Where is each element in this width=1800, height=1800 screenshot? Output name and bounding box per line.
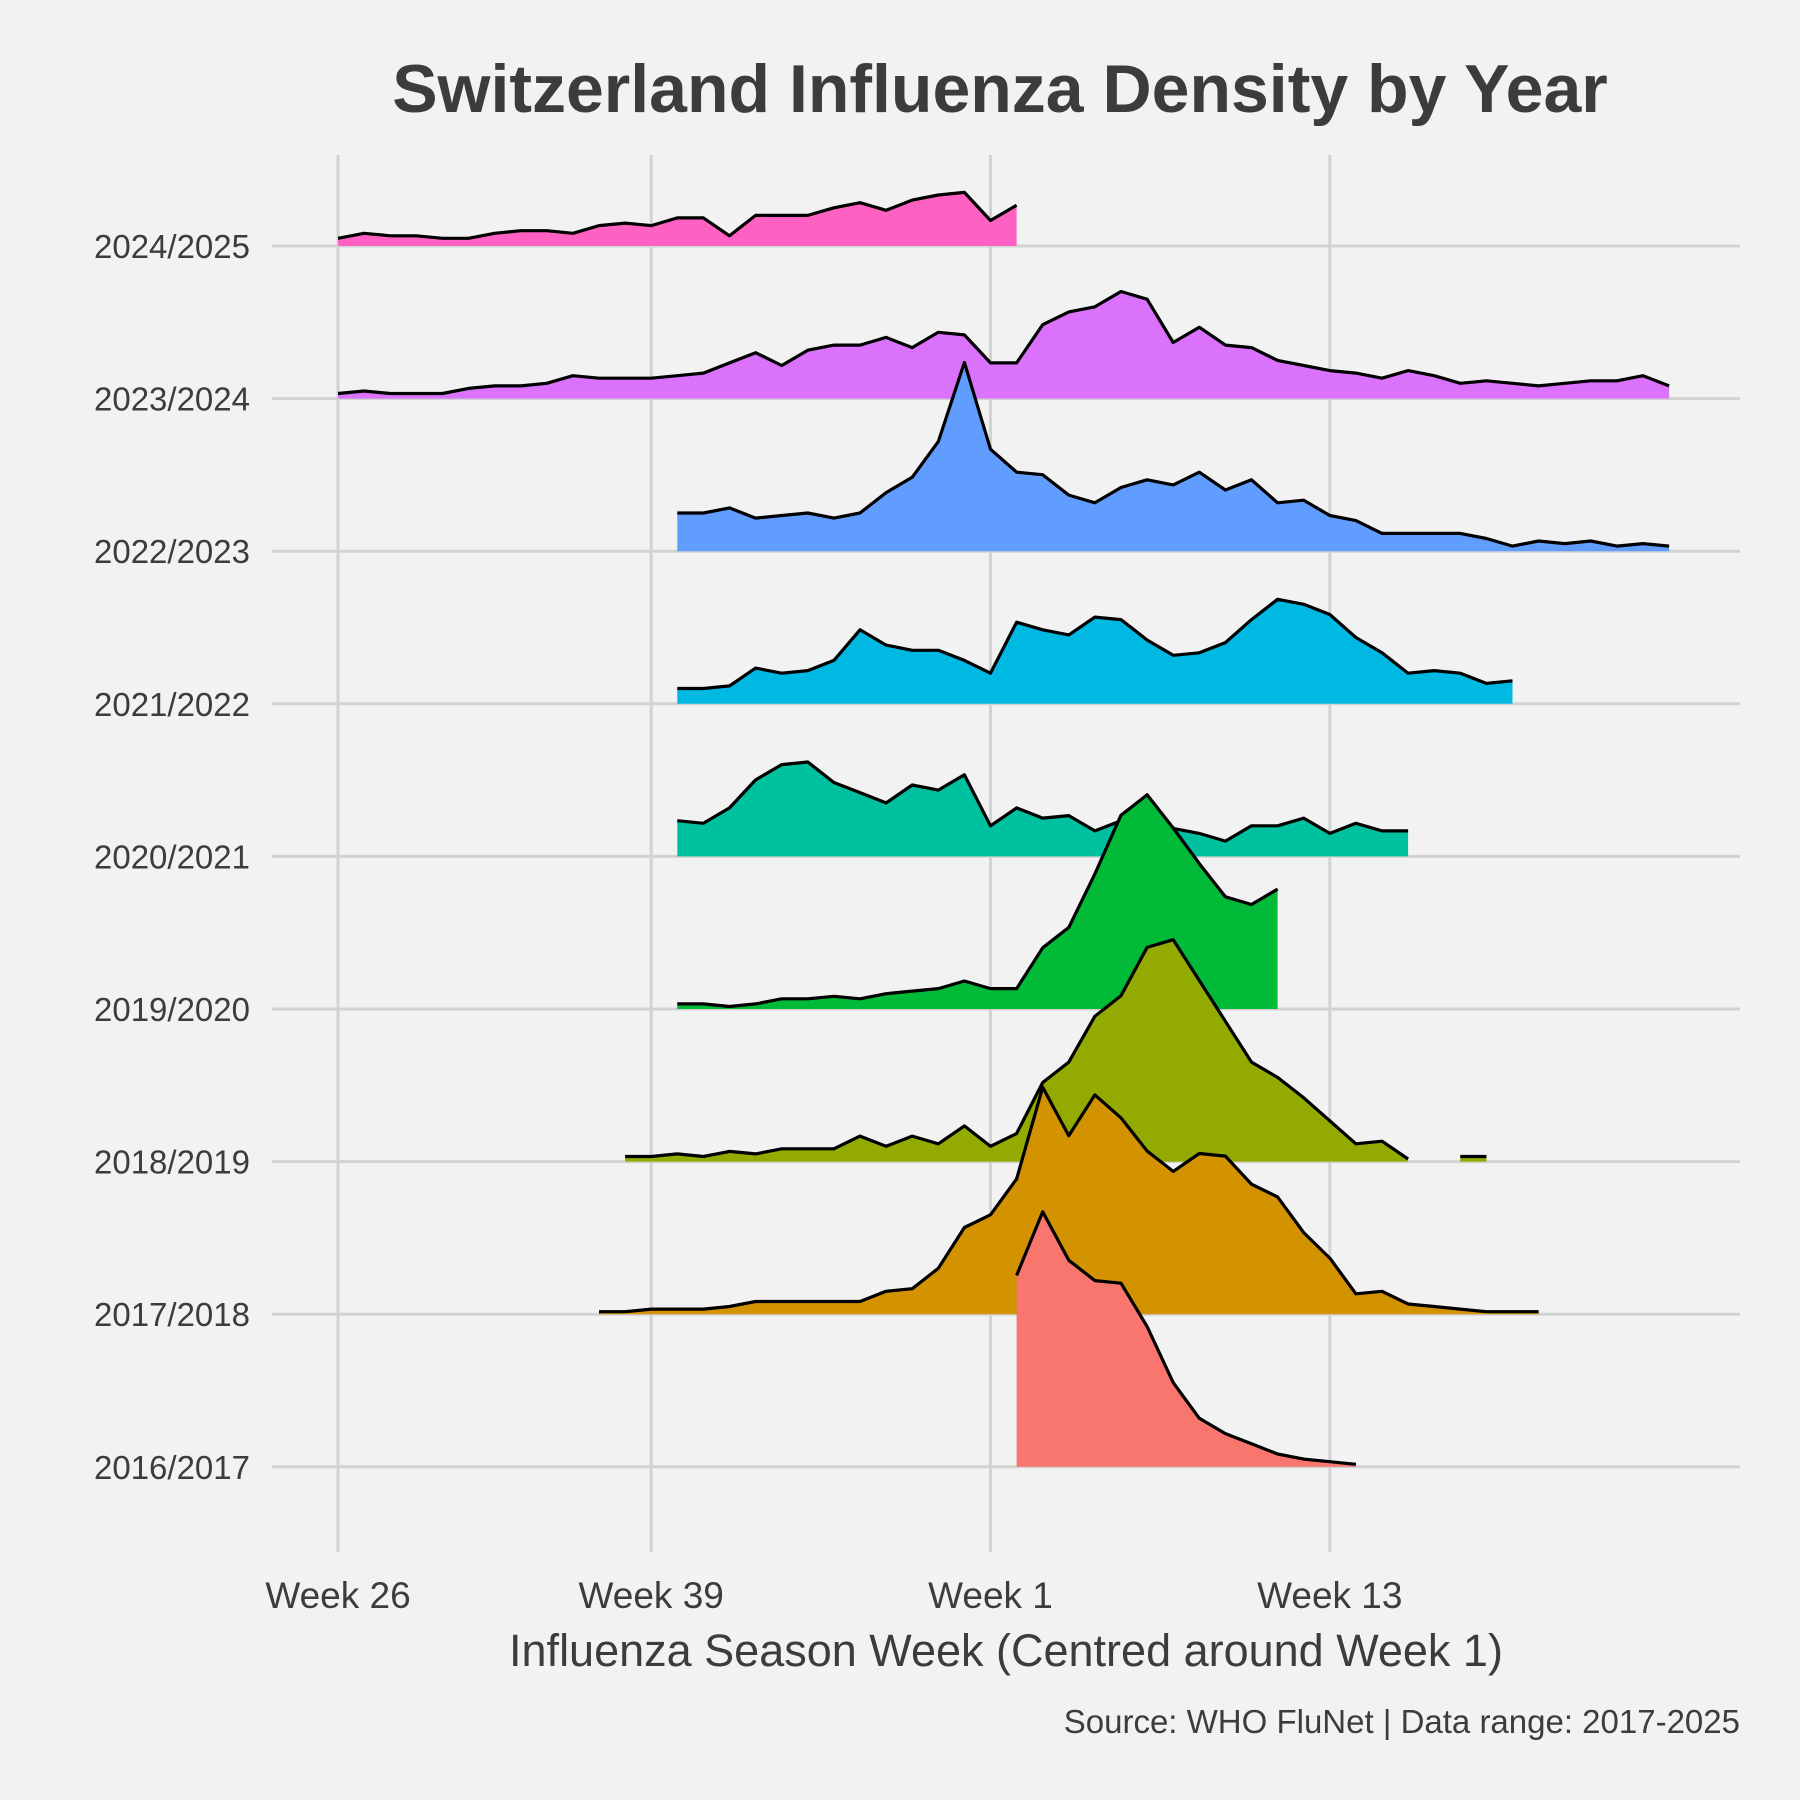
ridge-line xyxy=(625,938,1410,1161)
ridge-line xyxy=(677,597,1513,691)
chart-caption: Source: WHO FluNet | Data range: 2017-20… xyxy=(1064,1703,1740,1740)
x-tick-label: Week 39 xyxy=(579,1575,724,1616)
ridge-area xyxy=(599,1087,1539,1315)
x-axis-ticks: Week 26 Week 39 Week 1 Week 13 xyxy=(265,1575,1402,1616)
y-axis-labels: 2016/2017 2017/2018 2018/2019 2019/2020 2020… xyxy=(94,228,250,1486)
x-tick-label: Week 26 xyxy=(265,1575,410,1616)
ridge-2021-2022 xyxy=(677,597,1513,704)
y-label-2017-2018: 2017/2018 xyxy=(94,1296,250,1333)
y-label-2018-2019: 2018/2019 xyxy=(94,1144,250,1181)
x-tick-label: Week 1 xyxy=(928,1575,1053,1616)
ridge-2022-2023 xyxy=(677,360,1670,552)
ridge-2020-2021 xyxy=(677,760,1409,857)
ridge-line xyxy=(677,360,1670,548)
ridge-area xyxy=(677,362,1670,552)
ridge-area xyxy=(677,599,1513,704)
ridge-2019-2020 xyxy=(677,793,1279,1009)
y-label-2022-2023: 2022/2023 xyxy=(94,533,250,570)
ridge-2024-2025 xyxy=(337,190,1018,246)
ridge-area xyxy=(677,762,1409,857)
ridge-line xyxy=(1015,1210,1357,1466)
ridge-line xyxy=(677,760,1409,843)
y-label-2020-2021: 2020/2021 xyxy=(94,838,250,875)
x-axis-label: Influenza Season Week (Centred around We… xyxy=(509,1625,1503,1676)
chart-title: Switzerland Influenza Density by Year xyxy=(392,51,1608,127)
y-label-2019-2020: 2019/2020 xyxy=(94,991,250,1028)
ridge-2016-2017 xyxy=(1015,1210,1357,1467)
ridge-area xyxy=(677,794,1278,1009)
ridge-2023-2024 xyxy=(337,289,1670,399)
ridges xyxy=(337,190,1670,1467)
ridge-line xyxy=(677,793,1279,1009)
ridge-2018-2019 xyxy=(625,938,1487,1162)
ridge-line xyxy=(337,289,1670,396)
ridge-2017-2018 xyxy=(599,1085,1539,1315)
x-tick-label: Week 13 xyxy=(1257,1575,1402,1616)
ridge-area xyxy=(625,939,1409,1162)
ridge-line xyxy=(337,190,1018,240)
y-label-2023-2024: 2023/2024 xyxy=(94,381,250,418)
ridge-area xyxy=(1016,1211,1356,1467)
ridge-line xyxy=(599,1085,1539,1314)
y-label-2016-2017: 2016/2017 xyxy=(94,1449,250,1486)
y-label-2021-2022: 2021/2022 xyxy=(94,686,250,723)
y-label-2024-2025: 2024/2025 xyxy=(94,228,250,265)
